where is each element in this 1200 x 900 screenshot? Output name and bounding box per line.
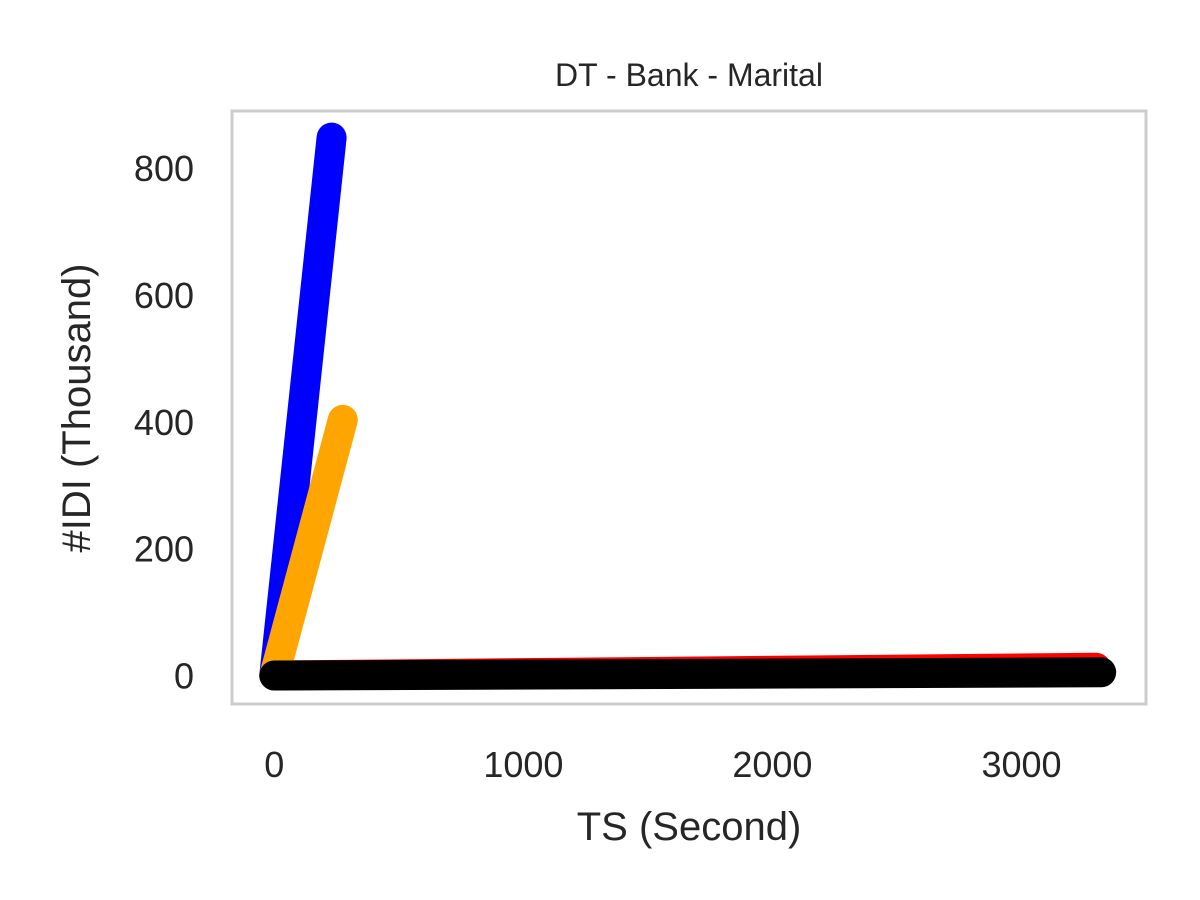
plot-frame [230,109,1148,706]
series-line-4 [259,657,1117,691]
plot-series [259,122,1117,691]
y-tick-label: 600 [134,275,194,316]
x-tick-label: 0 [264,744,284,785]
y-tick-label: 200 [134,529,194,570]
x-tick-label: 3000 [981,744,1061,785]
series-line-3 [259,404,358,691]
chart-title: DT - Bank - Marital [555,57,823,93]
x-tick-labels: 0 1000 2000 3000 [264,744,1061,785]
x-tick-label: 2000 [732,744,812,785]
y-axis-label: #IDI (Thousand) [55,263,99,552]
y-tick-label: 0 [174,656,194,697]
y-tick-label: 800 [134,148,194,189]
x-tick-label: 1000 [483,744,563,785]
y-tick-label: 400 [134,402,194,443]
y-tick-labels: 0 200 400 600 800 [134,148,194,696]
x-axis-label: TS (Second) [577,805,802,849]
